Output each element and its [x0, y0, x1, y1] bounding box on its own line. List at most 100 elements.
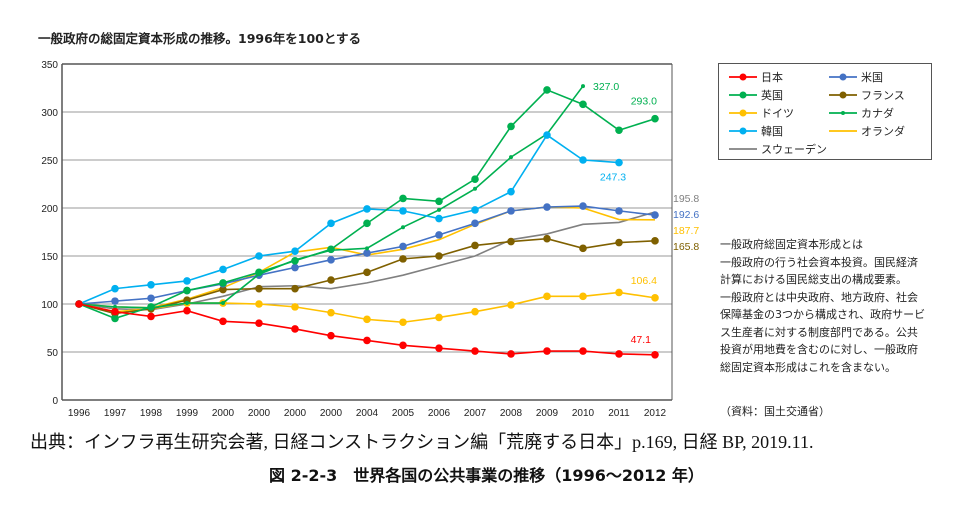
- data-point: [111, 314, 119, 323]
- x-tick-label: 2006: [428, 408, 451, 419]
- data-point: [435, 197, 443, 206]
- definition-note: 一般政府総固定資本形成とは 一般政府の行う社会資本投資。国民経済 計算における国民総…: [720, 236, 950, 376]
- x-tick-label: 1998: [140, 408, 163, 419]
- legend-swatch-icon: [729, 109, 757, 117]
- series-lines: [75, 84, 659, 359]
- x-tick-label: 2011: [608, 408, 630, 419]
- data-point: [401, 225, 405, 230]
- legend-swatch-icon: [729, 127, 757, 135]
- data-point: [651, 114, 659, 123]
- data-point: [255, 319, 263, 328]
- y-tick-label: 350: [41, 60, 58, 71]
- note-line: ス生産者に対する制度部門である。公共: [720, 325, 918, 339]
- legend-item: ドイツ: [729, 105, 794, 121]
- y-tick-label: 150: [41, 252, 58, 263]
- data-point: [615, 158, 623, 167]
- data-point: [651, 211, 659, 219]
- data-point: [543, 203, 551, 211]
- data-point: [75, 300, 83, 308]
- data-point: [507, 207, 515, 215]
- legend-swatch-icon: [729, 91, 757, 99]
- note-line: 一般政府の行う社会資本投資。国民経済: [720, 255, 918, 269]
- legend-label: 日本: [761, 71, 783, 84]
- data-point: [579, 347, 587, 355]
- data-point: [111, 297, 119, 305]
- figure-caption: 図 2-2-3 世界各国の公共事業の推移（1996～2012 年）: [269, 466, 704, 485]
- axes: 0 50 100 150 200 250 300 350 1996 1997 1998 1999 200…: [41, 60, 673, 419]
- x-tick-label: 2004: [356, 408, 379, 419]
- data-point: [327, 245, 335, 254]
- data-point: [255, 284, 263, 293]
- legend-label: 米国: [861, 71, 883, 84]
- data-point: [543, 347, 551, 355]
- note-line: 一般政府総固定資本形成とは: [720, 238, 863, 251]
- data-point: [435, 231, 443, 239]
- data-point: [435, 252, 443, 260]
- data-point: [471, 241, 479, 250]
- end-labels: 47.1 192.6 293.0 165.8 106.4 327.0 247.3 187.7 1…: [593, 81, 699, 346]
- data-point: [365, 246, 369, 251]
- data-point: [399, 194, 407, 203]
- data-point: [615, 288, 623, 297]
- data-point: [543, 131, 551, 139]
- data-point: [327, 276, 335, 284]
- x-tick-label: 2012: [644, 408, 667, 419]
- data-point: [507, 237, 515, 246]
- data-point: [147, 281, 155, 289]
- data-point: [363, 219, 371, 228]
- x-tick-label: 2005: [392, 408, 415, 419]
- data-point: [363, 336, 371, 345]
- data-point: [291, 325, 299, 333]
- data-point: [435, 214, 443, 223]
- data-point: [473, 186, 477, 191]
- data-point: [507, 350, 515, 358]
- data-point: [183, 306, 191, 315]
- data-point: [147, 312, 155, 321]
- data-point: [219, 265, 227, 274]
- data-point: [471, 175, 479, 183]
- data-point: [219, 279, 227, 287]
- data-point: [363, 249, 371, 257]
- x-tick-label: 1996: [68, 408, 91, 419]
- y-tick-label: 0: [52, 396, 58, 407]
- y-tick-label: 100: [41, 300, 58, 311]
- note-line: 保障基金の3つから構成され、政府サービ: [720, 308, 926, 321]
- data-point: [255, 268, 263, 277]
- data-point: [219, 285, 227, 294]
- data-point: [581, 84, 585, 89]
- data-point: [579, 244, 587, 253]
- data-point: [183, 286, 191, 295]
- x-tick-label: 1997: [104, 408, 127, 419]
- data-point: [437, 207, 441, 212]
- y-tick-label: 300: [41, 108, 58, 119]
- y-tick-label: 200: [41, 204, 58, 215]
- data-point: [363, 268, 371, 277]
- end-value-label: 192.6: [673, 209, 699, 221]
- data-point: [579, 100, 587, 109]
- data-point: [651, 294, 659, 302]
- data-point: [615, 207, 623, 215]
- legend-label: 英国: [761, 89, 783, 102]
- legend-swatch-icon: [829, 130, 857, 132]
- data-point: [399, 242, 407, 251]
- legend-swatch-icon: [729, 148, 757, 150]
- data-point: [327, 308, 335, 317]
- data-point: [435, 344, 443, 352]
- data-point: [291, 247, 299, 255]
- data-point: [507, 187, 515, 196]
- legend-item: 英国: [729, 87, 783, 103]
- data-point: [651, 350, 659, 359]
- data-point: [471, 347, 479, 355]
- x-tick-label: 2007: [464, 408, 487, 419]
- x-tick-label: 2008: [500, 408, 523, 419]
- data-point: [615, 126, 623, 135]
- legend-label: オランダ: [861, 125, 905, 138]
- note-line: 一般政府とは中央政府、地方政府、社会: [720, 290, 918, 304]
- data-point: [185, 301, 189, 306]
- data-point: [291, 257, 299, 265]
- legend-label: スウェーデン: [761, 143, 827, 156]
- data-point: [291, 303, 299, 311]
- x-tick-label: 1999: [176, 408, 199, 419]
- legend-swatch-icon: [829, 111, 857, 115]
- data-point: [543, 234, 551, 243]
